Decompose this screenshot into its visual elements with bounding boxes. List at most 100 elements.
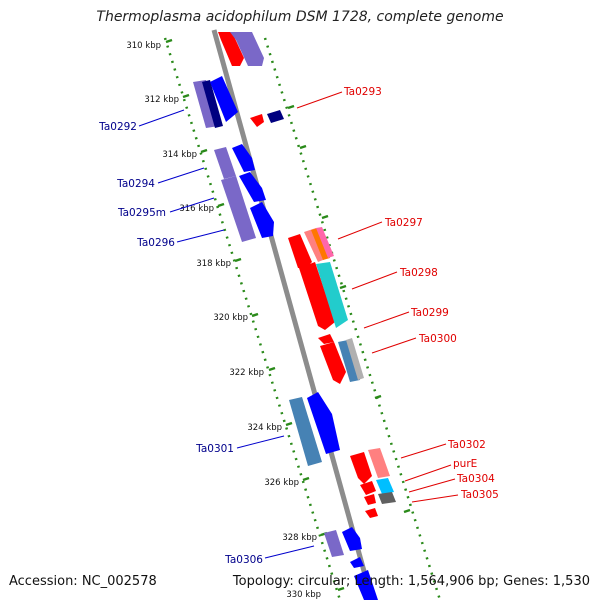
gene-group-top <box>218 32 264 66</box>
gene-label[interactable]: Ta0306 <box>224 554 263 566</box>
gene-forward-block <box>214 147 236 179</box>
gene-block-grey <box>378 492 396 504</box>
ruler-label: 322 kbp <box>229 368 264 378</box>
right-lane-tick <box>339 284 347 290</box>
gene-label[interactable]: Ta0293 <box>343 86 382 98</box>
gene-reverse-block <box>299 262 335 330</box>
gene-grey-block <box>346 338 364 380</box>
ruler-label: 316 kbp <box>179 204 214 214</box>
ruler-tick-314 <box>200 148 208 154</box>
gene-reverse-arrow <box>364 494 376 505</box>
callout-line <box>404 464 452 482</box>
callout-line <box>408 478 456 493</box>
gene-steel-block <box>338 340 360 382</box>
gene-reverse-block <box>350 452 372 484</box>
gene-group-ta0298 <box>299 262 348 344</box>
ruler-tick-330 <box>337 586 345 592</box>
gene-forward-block <box>230 32 264 66</box>
right-lane-tick <box>287 104 295 110</box>
callout-line <box>363 311 410 329</box>
gene-forward-small <box>350 557 364 568</box>
gene-forward-block <box>354 570 378 600</box>
right-gene-labels: Ta0293 Ta0297 Ta0298 Ta0299 Ta0300 Ta030… <box>343 86 499 501</box>
callout-line <box>400 443 447 459</box>
callout-line <box>264 545 315 559</box>
left-guide-lane <box>163 37 342 600</box>
left-callout-lines <box>138 109 315 559</box>
ruler-label: 312 kbp <box>144 95 179 105</box>
gene-reverse-arrow <box>365 508 378 518</box>
gene-label[interactable]: Ta0302 <box>447 439 486 451</box>
callout-line <box>351 271 398 290</box>
callout-line <box>138 109 185 127</box>
gene-label[interactable]: Ta0305 <box>460 489 499 501</box>
callout-line <box>169 197 215 213</box>
topology-text: Topology: circular; Length: 1,564,906 bp… <box>232 574 590 589</box>
gene-block-magenta <box>316 227 334 258</box>
ruler-tick-318 <box>234 257 242 263</box>
ruler-label: 320 kbp <box>213 313 248 323</box>
gene-cyan-block <box>316 262 348 328</box>
gene-forward-block <box>210 76 238 122</box>
gene-label[interactable]: Ta0299 <box>410 307 449 319</box>
ruler-label: 328 kbp <box>282 533 317 543</box>
gene-steel-block <box>289 397 322 466</box>
gene-label[interactable]: Ta0295m <box>117 207 166 219</box>
ruler-tick-324 <box>285 421 293 427</box>
gene-label[interactable]: Ta0298 <box>399 267 438 279</box>
gene-label[interactable]: Ta0292 <box>98 121 137 133</box>
callout-line <box>157 167 205 184</box>
gene-reverse-block <box>320 342 346 384</box>
ruler-tick-326 <box>302 476 310 482</box>
accession-text: Accession: NC_002578 <box>9 574 157 589</box>
ruler-label: 310 kbp <box>126 41 161 51</box>
left-gene-labels: Ta0292 Ta0294 Ta0295m Ta0296 Ta0301 Ta03… <box>98 121 263 566</box>
ruler-label: 318 kbp <box>196 259 231 269</box>
genome-backbone <box>211 29 375 600</box>
gene-label[interactable]: purE <box>453 458 477 470</box>
right-lane-tick <box>321 214 329 220</box>
ruler-tick-322 <box>268 366 276 372</box>
ruler-label: 330 kbp <box>286 590 321 600</box>
ruler-label: 326 kbp <box>264 478 299 488</box>
gene-reverse-block <box>218 32 244 66</box>
gene-group-ta0300 <box>320 338 364 384</box>
gene-block-skyblue <box>376 478 394 494</box>
gene-forward-block <box>324 530 344 557</box>
gene-reverse-arrow <box>318 334 334 344</box>
right-callout-lines <box>296 91 459 503</box>
gene-label[interactable]: Ta0301 <box>195 443 234 455</box>
gene-label[interactable]: Ta0304 <box>456 473 495 485</box>
gene-label[interactable]: Ta0294 <box>116 178 155 190</box>
gene-group-ta0301 <box>289 392 340 466</box>
gene-group-ta0306 <box>324 527 378 600</box>
right-lane-tick <box>374 394 382 400</box>
callout-line <box>296 91 343 109</box>
gene-forward-block <box>221 176 256 242</box>
callout-line <box>411 494 459 503</box>
gene-forward-block <box>202 80 223 128</box>
ruler-label: 314 kbp <box>162 150 197 160</box>
ruler-ticks <box>165 38 411 592</box>
gene-group-ta0297 <box>288 227 334 268</box>
gene-label[interactable]: Ta0296 <box>136 237 175 249</box>
gene-label[interactable]: Ta0297 <box>384 217 423 229</box>
callout-line <box>371 337 417 354</box>
callout-line <box>176 229 225 243</box>
map-title: Thermoplasma acidophilum DSM 1728, compl… <box>96 9 504 25</box>
gene-reverse-block <box>288 234 312 268</box>
gene-reverse-arrow <box>360 481 376 495</box>
gene-forward-block <box>307 392 340 454</box>
gene-forward-block <box>239 172 266 202</box>
gene-block-orange <box>311 228 330 260</box>
ruler-tick-316 <box>217 202 225 208</box>
ruler-labels: 310 kbp 312 kbp 314 kbp 316 kbp 318 kbp … <box>126 41 321 600</box>
gene-label[interactable]: Ta0300 <box>418 333 457 345</box>
callout-line <box>236 435 285 449</box>
gene-forward-block <box>342 527 362 551</box>
callout-line <box>337 221 383 240</box>
ruler-label: 324 kbp <box>247 423 282 433</box>
gene-reverse-arrow <box>250 114 264 127</box>
